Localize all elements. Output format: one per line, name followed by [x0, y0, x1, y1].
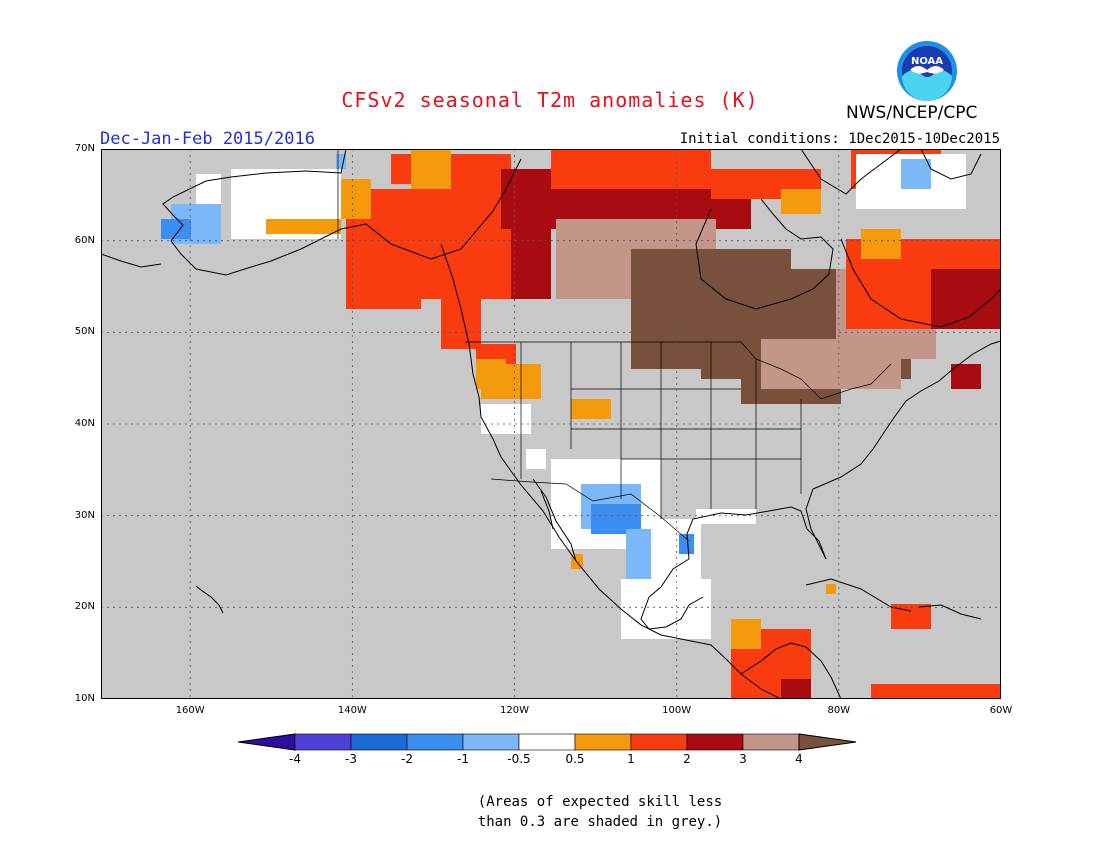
map-title: CFSv2 seasonal T2m anomalies (K): [341, 88, 759, 112]
lon-label: 160W: [175, 705, 205, 716]
cell-wa-orange: [476, 359, 506, 389]
colorbar-arrow-high: [798, 733, 857, 751]
cell-arctic-red: [551, 149, 711, 189]
cell-alaska-blue: [161, 219, 191, 239]
color-bar: [238, 733, 857, 751]
hudson-bay: [695, 198, 834, 310]
colorbar-label: 0.5: [565, 752, 585, 766]
colorbar-arrow-low: [238, 733, 296, 751]
labrador: [840, 238, 1001, 328]
lat-label: 50N: [74, 326, 95, 338]
cell-cuba-orange: [826, 584, 836, 594]
skill-note-line1: (Areas of expected skill less: [477, 794, 723, 810]
cell-texas-blue: [679, 534, 694, 554]
political-borders: [337, 149, 892, 542]
anomaly-cells: [161, 149, 1001, 699]
colorbar-segment: [462, 733, 520, 751]
cell-alaska-orange: [266, 219, 341, 234]
anomaly-map: [101, 149, 1001, 699]
cuba: [805, 578, 912, 612]
colorbar-label: -1: [457, 752, 469, 766]
lat-label: 70N: [74, 143, 95, 154]
colorbar-label: -2: [401, 752, 413, 766]
skill-note-line2: than 0.3 are shaded in grey.): [477, 814, 723, 830]
cell-camerica-darkred: [781, 679, 811, 699]
lat-label: 20N: [74, 601, 95, 613]
colorbar-label: 4: [795, 752, 803, 766]
baja: [532, 478, 577, 562]
lat-label: 60N: [74, 234, 95, 246]
colorbar-segment: [518, 733, 576, 751]
cell-pnw-red: [441, 299, 481, 349]
us-state-lines: [520, 342, 802, 519]
hispaniola: [918, 604, 982, 620]
cell-nwt-darkred: [511, 229, 551, 299]
initial-conditions-label: Initial conditions: 1Dec2015-10Dec2015: [679, 131, 1000, 147]
cell-bc-red: [421, 169, 511, 299]
colorbar-segment: [686, 733, 744, 751]
cell-camerica-orange: [731, 619, 761, 649]
lon-label: 100W: [662, 705, 692, 716]
colorbar-label: 3: [739, 752, 747, 766]
season-label: Dec-Jan-Feb 2015/2016: [100, 129, 315, 149]
gulf-of-mexico: [640, 506, 827, 630]
colorbar-label: 1: [627, 752, 635, 766]
aleutians: [101, 253, 162, 268]
skill-note: (Areas of expected skill less than 0.3 a…: [470, 792, 730, 832]
cell-blue-small: [336, 154, 346, 169]
colorbar-segment: [630, 733, 688, 751]
cell-greenland-blue: [901, 159, 931, 189]
cell-sa-red: [871, 684, 1001, 699]
lon-label: 60W: [989, 705, 1013, 716]
cell-gulf-white: [696, 509, 756, 524]
central-america: [740, 642, 842, 699]
lat-label: 10N: [74, 693, 95, 704]
agency-label: NWS/NCEP/CPC: [846, 103, 978, 123]
cell-labrador-darkred: [931, 269, 1001, 329]
east-coast: [805, 340, 1001, 560]
us-canada-border: [465, 341, 892, 400]
colorbar-segment: [574, 733, 632, 751]
cell-east-tan: [761, 339, 901, 389]
west-coast: [440, 243, 782, 699]
cell-bc-orange: [341, 179, 371, 219]
lat-label: 40N: [74, 418, 95, 429]
colorbar-label: 2: [683, 752, 691, 766]
cell-south-mexico-white: [621, 579, 711, 639]
cell-yukon-orange: [411, 149, 451, 189]
lon-label: 120W: [500, 705, 529, 716]
coastlines: [101, 149, 1001, 699]
colorbar-segment: [350, 733, 408, 751]
hawaii: [195, 585, 224, 614]
cell-hudson-orange: [781, 189, 821, 214]
graticule: [101, 149, 1001, 699]
cell-nova-darkred: [951, 364, 981, 389]
arctic-islands: [800, 149, 982, 195]
colorbar-segment: [742, 733, 800, 751]
cell-quebec-orange: [861, 229, 901, 259]
noaa-logo: NOAA: [897, 41, 957, 101]
colorbar-label: -3: [345, 752, 357, 766]
cell-co-orange: [571, 399, 611, 419]
north-america-coast: [162, 149, 522, 276]
lat-label: 30N: [74, 509, 95, 521]
colorbar-segment: [294, 733, 352, 751]
logo-text: NOAA: [911, 56, 943, 67]
cell-west-white: [481, 404, 531, 434]
colorbar-label: -4: [289, 752, 301, 766]
colorbar-segment: [406, 733, 464, 751]
colorbar-label: -0.5: [507, 752, 531, 766]
cell-sw-white: [526, 449, 546, 469]
lon-label: 80W: [827, 705, 851, 716]
lon-label: 140W: [337, 705, 367, 716]
